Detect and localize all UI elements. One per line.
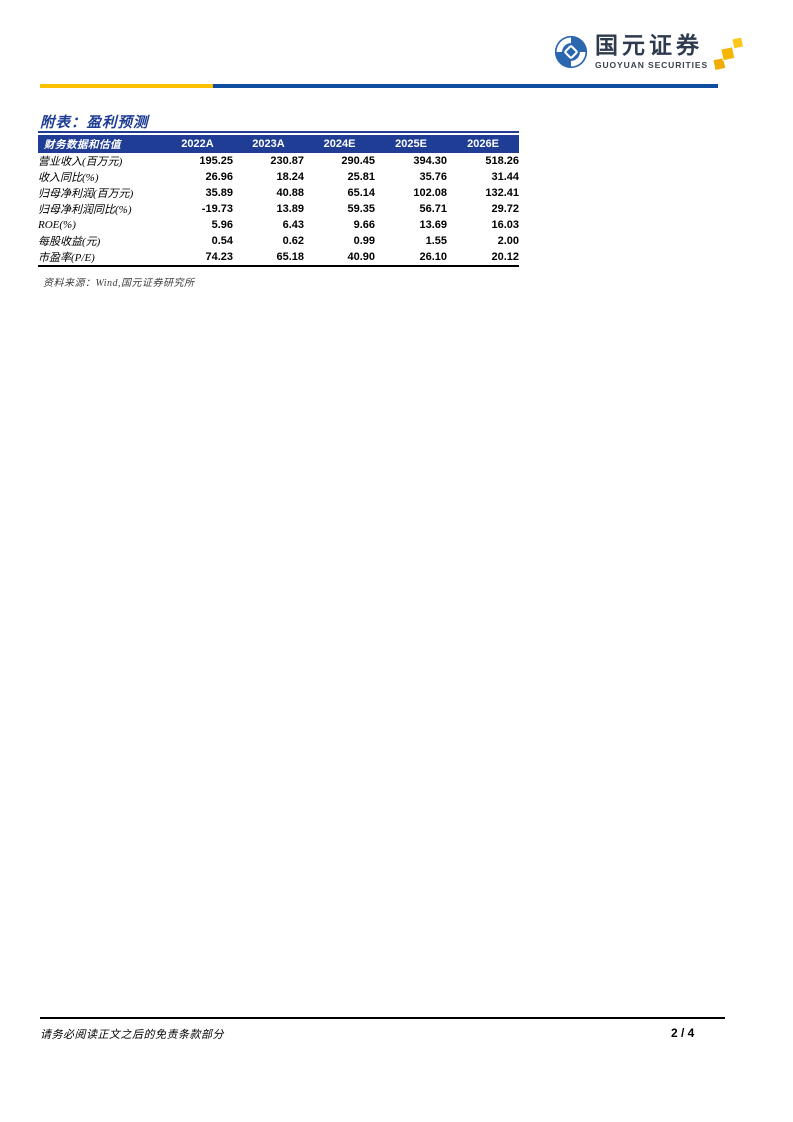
table-row-net-profit-yoy: 归母净利润同比(%) -19.73 13.89 59.35 56.71 29.7… — [38, 201, 519, 217]
cell-value: 40.90 — [347, 251, 375, 263]
cell-value: 13.69 — [419, 219, 447, 231]
col-header-2024e: 2024E — [323, 138, 356, 150]
row-label: 市盈率(P/E) — [38, 252, 95, 264]
page-number: 2 / 4 — [671, 1026, 695, 1040]
header-divider — [40, 84, 718, 88]
col-header-metric: 财务数据和估值 — [44, 139, 121, 151]
profit-forecast-section: 财务数据和估值 2022A 2023A 2024E 2025E 2026E 营业… — [38, 131, 519, 289]
cell-value: 25.81 — [347, 171, 375, 183]
cell-value: 290.45 — [341, 155, 375, 167]
source-note: 资料来源：Wind,国元证券研究所 — [43, 278, 195, 289]
cell-value: 0.54 — [211, 235, 233, 247]
col-header-2023a: 2023A — [252, 138, 285, 150]
title-underline — [38, 131, 519, 133]
cell-value: 0.62 — [282, 235, 304, 247]
cell-value: 40.88 — [276, 187, 304, 199]
table-row-eps: 每股收益(元) 0.54 0.62 0.99 1.55 2.00 — [38, 233, 519, 249]
brand-name-en: GUOYUAN SECURITIES — [595, 60, 709, 71]
cell-value: 102.08 — [413, 187, 447, 199]
table-header-row: 财务数据和估值 2022A 2023A 2024E 2025E 2026E — [38, 135, 519, 153]
section-title: 附表：盈利预测 — [40, 115, 149, 131]
row-label: 每股收益(元) — [38, 236, 101, 248]
row-label: ROE(%) — [38, 219, 76, 231]
cell-value: 26.96 — [205, 171, 233, 183]
cell-value: 29.72 — [491, 203, 519, 215]
table-row-revenue-yoy: 收入同比(%) 26.96 18.24 25.81 35.76 31.44 — [38, 169, 519, 185]
brand-name-cn: 国元证券 — [595, 32, 703, 58]
cell-value: 1.55 — [425, 235, 447, 247]
footer-disclaimer: 请务必阅读正文之后的免责条款部分 — [40, 1029, 224, 1041]
cell-value: 0.99 — [353, 235, 375, 247]
row-label: 归母净利润同比(%) — [38, 204, 132, 216]
cell-value: 518.26 — [485, 155, 519, 167]
cell-value: 230.87 — [270, 155, 304, 167]
cell-value: 65.14 — [347, 187, 375, 199]
brand-text: 国元证券 GUOYUAN SECURITIES — [595, 32, 709, 71]
cell-value: 13.89 — [276, 203, 304, 215]
profit-forecast-table: 财务数据和估值 2022A 2023A 2024E 2025E 2026E 营业… — [38, 135, 519, 267]
cell-value: 56.71 — [419, 203, 447, 215]
cell-value: 9.66 — [353, 219, 375, 231]
cell-value: -19.73 — [201, 203, 233, 215]
cell-value: 20.12 — [491, 251, 519, 263]
table-row-revenue: 营业收入(百万元) 195.25 230.87 290.45 394.30 51… — [38, 153, 519, 169]
cell-value: 2.00 — [497, 235, 519, 247]
row-label: 归母净利润(百万元) — [38, 188, 134, 200]
cell-value: 59.35 — [347, 203, 375, 215]
footer-divider — [40, 1017, 725, 1019]
cell-value: 18.24 — [276, 171, 304, 183]
cell-value: 132.41 — [485, 187, 519, 199]
guoyuan-logo-icon — [554, 35, 588, 69]
cell-value: 5.96 — [211, 219, 233, 231]
col-header-2025e: 2025E — [395, 138, 427, 150]
brand-logo: 国元证券 GUOYUAN SECURITIES — [554, 32, 745, 72]
col-header-2026e: 2026E — [467, 138, 499, 150]
cell-value: 6.43 — [282, 219, 304, 231]
cell-value: 74.23 — [205, 251, 233, 263]
cell-value: 394.30 — [413, 155, 447, 167]
table-row-net-profit: 归母净利润(百万元) 35.89 40.88 65.14 102.08 132.… — [38, 185, 519, 201]
col-header-2022a: 2022A — [181, 138, 214, 150]
cell-value: 35.89 — [205, 187, 233, 199]
cell-value: 195.25 — [199, 155, 233, 167]
table-row-pe: 市盈率(P/E) 74.23 65.18 40.90 26.10 20.12 — [38, 249, 519, 266]
cell-value: 16.03 — [491, 219, 519, 231]
table-row-roe: ROE(%) 5.96 6.43 9.66 13.69 16.03 — [38, 217, 519, 233]
cell-value: 31.44 — [491, 171, 519, 183]
cell-value: 65.18 — [276, 251, 304, 263]
row-label: 营业收入(百万元) — [38, 156, 123, 168]
cell-value: 26.10 — [419, 251, 447, 263]
cell-value: 35.76 — [419, 171, 447, 183]
row-label: 收入同比(%) — [38, 172, 99, 184]
diamonds-icon — [713, 36, 745, 72]
